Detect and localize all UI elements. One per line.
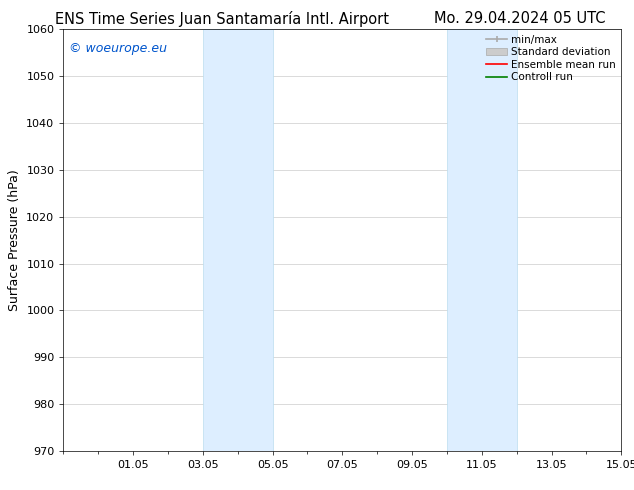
Bar bbox=[203, 29, 273, 451]
Text: © woeurope.eu: © woeurope.eu bbox=[69, 42, 167, 55]
Y-axis label: Surface Pressure (hPa): Surface Pressure (hPa) bbox=[8, 169, 21, 311]
Text: Mo. 29.04.2024 05 UTC: Mo. 29.04.2024 05 UTC bbox=[434, 11, 605, 26]
Legend: min/max, Standard deviation, Ensemble mean run, Controll run: min/max, Standard deviation, Ensemble me… bbox=[486, 35, 616, 82]
Text: ENS Time Series Juan Santamaría Intl. Airport: ENS Time Series Juan Santamaría Intl. Ai… bbox=[55, 11, 389, 27]
Text: ENS Time Series Juan Santamaría Intl. Airport      Mo. 29.04.2024 05 UTC: ENS Time Series Juan Santamaría Intl. Ai… bbox=[0, 489, 1, 490]
Bar bbox=[447, 29, 517, 451]
